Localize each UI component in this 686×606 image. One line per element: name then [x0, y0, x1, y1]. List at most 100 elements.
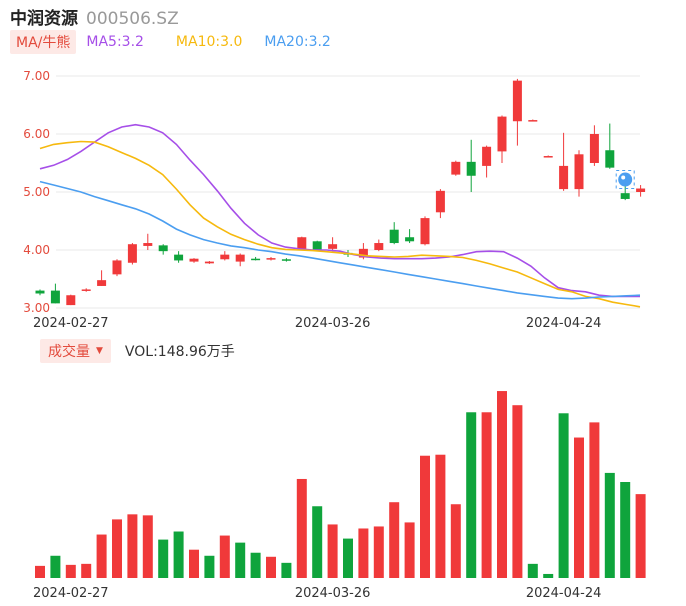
x-tick-label: 2024-04-24	[526, 316, 602, 331]
candle-body	[420, 218, 430, 245]
candle	[559, 132, 569, 191]
candle-body	[405, 237, 415, 242]
candle-body	[97, 280, 107, 286]
candle-body	[312, 241, 322, 250]
volume-x-axis: 2024-02-27 2024-03-26 2024-04-24	[33, 586, 601, 601]
volume-bar	[173, 531, 184, 578]
volume-x-tick-label: 2024-03-26	[295, 586, 371, 601]
volume-bar	[373, 526, 384, 578]
ma-indicator-button[interactable]: MA/牛熊	[10, 30, 77, 54]
candle	[374, 239, 384, 252]
candle-body	[127, 244, 137, 263]
candle	[35, 289, 45, 296]
candle-body	[204, 261, 214, 264]
candle	[235, 253, 245, 267]
volume-bar	[142, 515, 153, 578]
candle	[158, 244, 168, 255]
volume-indicator-label: 成交量	[48, 344, 90, 360]
volume-bar	[497, 391, 507, 578]
volume-bar	[112, 519, 122, 578]
candle-body	[482, 146, 492, 166]
candle-body	[389, 229, 399, 244]
volume-bar	[435, 454, 446, 578]
ma20-label: MA20:3.2	[264, 34, 331, 50]
volume-bar	[296, 478, 307, 578]
ma20-line	[39, 180, 641, 300]
candle-body	[66, 295, 76, 306]
candle-body	[543, 156, 553, 158]
volume-bar	[604, 472, 615, 578]
volume-bar	[35, 565, 45, 578]
candle-body	[620, 193, 630, 199]
volume-bar	[450, 504, 461, 578]
candle-body	[512, 80, 522, 122]
caret-down-icon: ▼	[96, 346, 103, 356]
volume-bar	[589, 422, 600, 578]
ma5-line	[39, 123, 640, 298]
candle	[528, 119, 538, 122]
volume-bar	[527, 563, 538, 578]
candle-body	[358, 248, 368, 258]
candle-body	[589, 134, 599, 163]
x-tick-label: 2024-02-27	[33, 316, 109, 331]
volume-bar	[81, 563, 92, 578]
volume-bar	[158, 539, 169, 578]
volume-bars	[35, 391, 646, 578]
candle-body	[605, 150, 615, 168]
candle-body	[35, 290, 45, 294]
volume-bar	[96, 534, 107, 578]
volume-bar	[481, 412, 492, 578]
volume-bar	[558, 413, 569, 578]
volume-bar	[543, 573, 554, 578]
volume-bar	[312, 506, 323, 578]
candle-body	[50, 290, 60, 304]
candle	[405, 229, 415, 244]
marker-highlight	[621, 175, 626, 180]
ma10-label: MA10:3.0	[175, 34, 243, 50]
candle	[636, 185, 646, 197]
candle-body	[251, 258, 261, 261]
candle	[66, 294, 76, 306]
candle	[497, 115, 507, 163]
candle	[589, 125, 599, 166]
candle	[451, 160, 461, 176]
volume-bar	[466, 412, 477, 578]
volume-bar	[266, 556, 276, 578]
candle	[297, 236, 307, 250]
candle-body	[574, 154, 584, 190]
candle-body	[189, 258, 199, 262]
news-marker-icon	[615, 170, 635, 190]
candle	[328, 237, 338, 252]
candle	[574, 150, 584, 197]
volume-bar	[219, 535, 230, 578]
volume-bar	[389, 502, 400, 578]
candle	[97, 270, 107, 286]
candle	[81, 288, 91, 292]
candle-body	[374, 243, 384, 250]
volume-legend: 成交量 ▼ VOL:148.96万手	[40, 339, 235, 363]
candle-body	[112, 260, 122, 275]
candle-body	[235, 254, 245, 262]
ma-legend: MA/牛熊 MA5:3.2 MA10:3.0 MA20:3.2	[10, 30, 331, 54]
volume-bar	[189, 549, 199, 578]
volume-bar	[250, 552, 261, 578]
volume-x-tick-label: 2024-02-27	[33, 586, 109, 601]
volume-indicator-button[interactable]: 成交量 ▼	[40, 339, 111, 363]
candle	[266, 256, 276, 261]
volume-bar	[50, 555, 61, 578]
y-tick-label: 3.00	[23, 301, 50, 315]
candle-body	[466, 161, 476, 176]
stock-header: 中润资源 000506.SZ	[10, 4, 179, 29]
volume-bar	[127, 514, 138, 578]
candles	[35, 78, 646, 306]
candle	[482, 145, 492, 178]
candle	[420, 216, 430, 246]
price-axis: 7.00 6.00 5.00 4.00 3.00	[23, 69, 50, 315]
candle-body	[81, 289, 91, 291]
marker-frame	[615, 170, 635, 190]
ma10-line	[39, 140, 641, 308]
candle	[251, 256, 261, 261]
ma5-label: MA5:3.2	[86, 34, 144, 50]
stock-name: 中润资源	[10, 9, 78, 29]
